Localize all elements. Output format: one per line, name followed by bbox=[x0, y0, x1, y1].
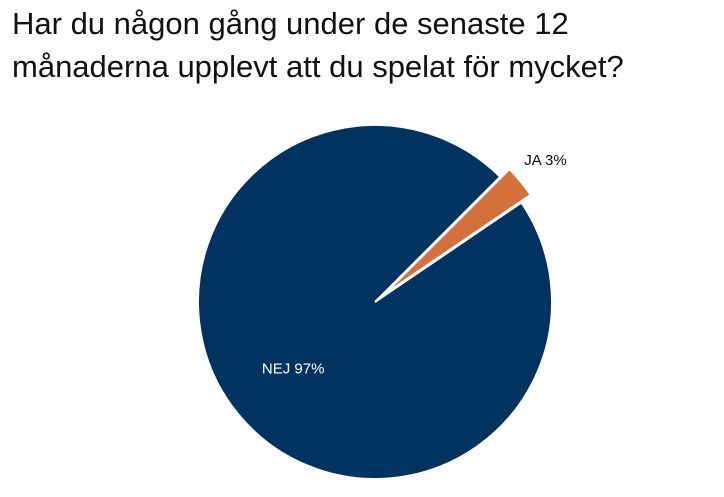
chart-title: Har du någon gång under de senaste 12 må… bbox=[12, 6, 624, 84]
data-label: NEJ 97% bbox=[262, 361, 325, 378]
data-label: JA 3% bbox=[524, 152, 567, 169]
pie-slice bbox=[383, 167, 533, 296]
pie-slice bbox=[197, 124, 553, 480]
